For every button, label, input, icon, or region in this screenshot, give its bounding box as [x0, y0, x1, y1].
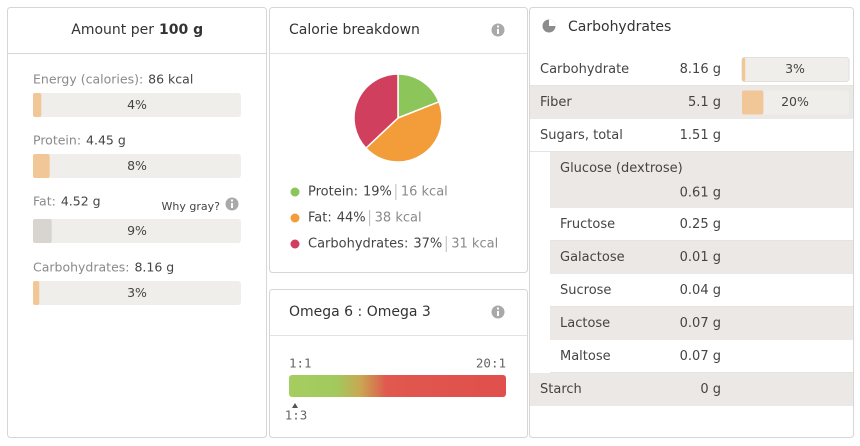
bar-label: 9% [127, 223, 147, 238]
legend-percent: 19% [363, 185, 392, 200]
bar-label: 20% [781, 94, 809, 109]
bar-track [33, 219, 241, 243]
why-gray-link[interactable]: Why gray? [162, 200, 221, 213]
table-row [530, 373, 853, 406]
bar-fill [742, 90, 764, 115]
nutrient-amount: 86 kcal [148, 72, 193, 87]
legend-name: Carbohydrates: [308, 237, 408, 252]
table-row [550, 241, 853, 274]
row-name: Galactose [560, 250, 625, 265]
nutrient-amount: 8.16 g [134, 260, 174, 275]
pie-slice [397, 73, 440, 120]
table-row [530, 119, 853, 152]
ratio-scale [289, 375, 506, 397]
row-amount: 0.07 g [680, 316, 721, 331]
row-amount: 1.51 g [680, 128, 721, 143]
legend-dot [290, 239, 300, 249]
table-row [550, 340, 853, 373]
legend-energy: 16 kcal [401, 185, 448, 200]
bar-fill [742, 57, 746, 82]
nutrient-amount: 4.52 g [61, 194, 101, 209]
row-name: Sugars, total [540, 128, 623, 143]
nutrient-amount: 4.45 g [86, 133, 126, 148]
panel-title-amount: 100 g [159, 22, 203, 38]
row-name: Glucose (dextrose) [560, 161, 683, 176]
row-name: Lactose [560, 316, 610, 331]
row-name: Sucrose [560, 283, 611, 298]
row-amount: 0.61 g [680, 186, 721, 201]
bar-track [33, 281, 241, 305]
bar-label: 3% [127, 285, 147, 300]
row-name: Starch [540, 382, 582, 397]
bar-track [33, 93, 241, 117]
info-icon[interactable] [491, 23, 505, 37]
panel-title: Omega 6 : Omega 3 [289, 304, 431, 320]
bar-fill [33, 281, 40, 305]
bar-track [33, 154, 241, 178]
nutrient-label: Protein: [33, 133, 81, 148]
info-icon[interactable] [491, 305, 505, 319]
row-amount: 0.25 g [680, 217, 721, 232]
bar-label: 8% [127, 158, 147, 173]
legend-dot [290, 187, 300, 197]
row-amount: 0.04 g [680, 283, 721, 298]
pie-slice [353, 73, 399, 150]
legend-percent: 37% [413, 237, 442, 252]
bar-label: 3% [785, 61, 805, 76]
table-row [550, 274, 853, 307]
row-amount: 0.01 g [680, 250, 721, 265]
bar-fill [33, 93, 42, 117]
ratio-marker [292, 403, 298, 408]
panel-title: Amount per [71, 22, 154, 38]
row-amount: 0.07 g [680, 349, 721, 364]
legend-percent: 44% [337, 211, 366, 226]
scale-max: 20:1 [476, 356, 506, 371]
table-row [550, 208, 853, 241]
ratio-label: 1:3 [285, 408, 308, 423]
legend-name: Fat: [308, 211, 332, 226]
omega-panel [269, 289, 528, 438]
panel-title: Carbohydrates [568, 19, 671, 35]
bar-label: 4% [127, 97, 147, 112]
panel-title: Calorie breakdown [289, 22, 420, 38]
row-amount: 0 g [700, 382, 721, 397]
legend-dot [290, 213, 300, 223]
nutrient-label: Carbohydrates: [33, 260, 129, 275]
row-name: Fructose [560, 217, 615, 232]
nutrient-label: Energy (calories): [33, 72, 143, 87]
legend-energy: 38 kcal [375, 211, 422, 226]
scale-min: 1:1 [289, 356, 312, 371]
row-name: Carbohydrate [540, 62, 629, 77]
legend-energy: 31 kcal [451, 237, 498, 252]
nutrient-label: Fat: [33, 194, 56, 209]
row-amount: 5.1 g [688, 95, 721, 110]
table-row [550, 152, 853, 208]
row-amount: 8.16 g [680, 62, 721, 77]
bar-fill [33, 154, 50, 178]
bar-track [742, 90, 849, 115]
pie-slice [364, 100, 443, 163]
pie-icon [542, 19, 556, 33]
row-name: Fiber [540, 95, 572, 110]
table-row [550, 307, 853, 340]
bar-fill [33, 219, 52, 243]
legend-name: Protein: [308, 185, 358, 200]
info-icon[interactable] [225, 197, 239, 211]
row-name: Maltose [560, 349, 611, 364]
